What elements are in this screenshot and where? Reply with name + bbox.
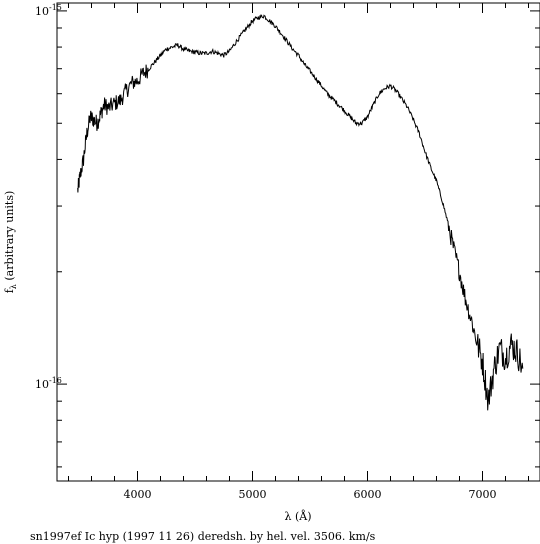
y-tick-label: 10-15	[35, 3, 62, 18]
y-axis-label-suffix: (arbitrary units)	[3, 191, 16, 284]
y-axis-ticks: 10-16 10-15	[35, 3, 540, 468]
y-axis-label-main: f	[3, 288, 16, 293]
y-tick-label: 10-16	[35, 376, 62, 391]
spectrum-line	[77, 14, 524, 411]
x-tick-label: 6000	[354, 488, 382, 501]
plot-frame	[56, 2, 540, 482]
x-tick-label: 7000	[469, 488, 497, 501]
chart-caption: sn1997ef Ic hyp (1997 11 26) deredsh. by…	[30, 530, 376, 543]
x-tick-label: 5000	[239, 488, 267, 501]
x-axis-label: λ (Å)	[285, 509, 312, 523]
x-axis-ticks: 4000 5000 6000 7000	[68, 3, 529, 501]
y-axis-label-subscript: λ	[9, 284, 18, 289]
x-tick-label: 4000	[124, 488, 152, 501]
series-layer	[77, 14, 524, 411]
y-axis-label: fλ (arbitrary units)	[3, 191, 18, 294]
